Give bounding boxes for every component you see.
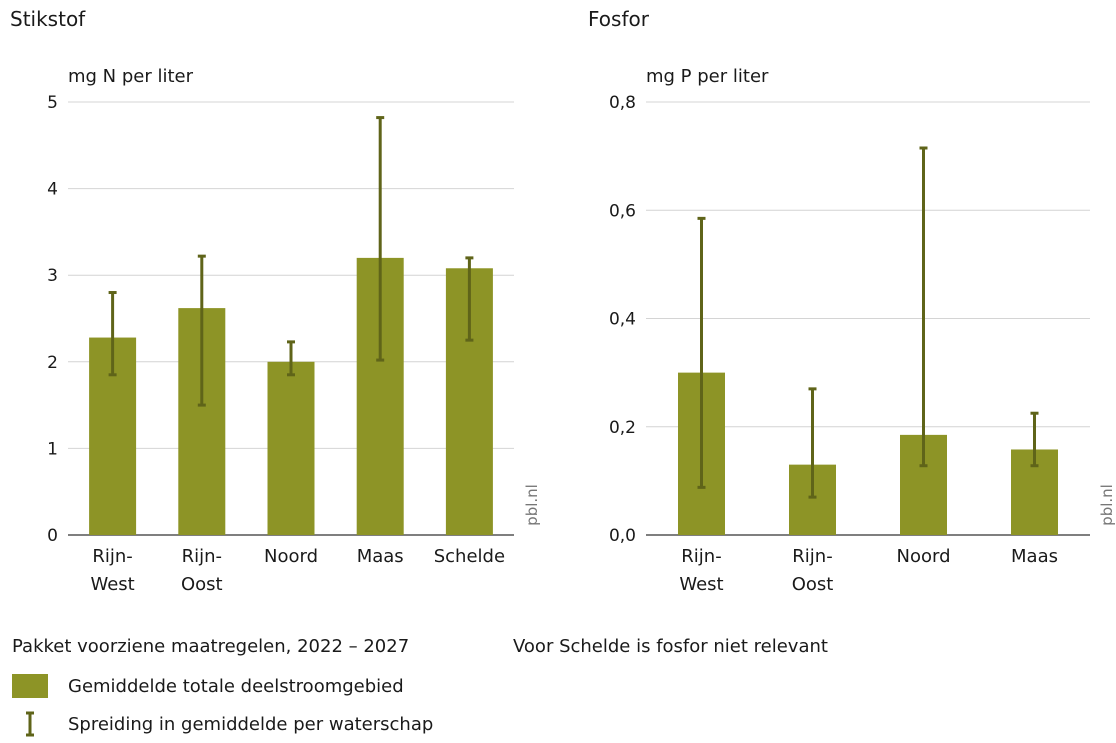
legend-item-errorbar-label: Spreiding in gemiddelde per waterschap [68, 713, 434, 735]
fosfor-x-tick-label: Oost [792, 574, 834, 595]
fosfor-y-tick-label: 0,6 [609, 201, 636, 221]
stikstof-y-tick-label: 2 [47, 353, 58, 373]
legend-item-bar: Gemiddelde totale deelstroomgebied [12, 674, 404, 698]
fosfor-x-tick-label: Rijn- [681, 546, 721, 567]
stikstof-y-tick-label: 3 [47, 266, 58, 286]
fosfor-y-tick-label: 0,0 [609, 526, 636, 546]
errorbar-swatch-icon [12, 710, 48, 738]
stikstof-y-tick-label: 5 [47, 93, 58, 113]
fosfor-x-tick-label: Rijn- [792, 546, 832, 567]
stikstof-x-tick-label: West [90, 574, 134, 595]
fosfor-y-tick-label: 0,2 [609, 418, 636, 438]
fosfor-watermark: pbl.nl [1098, 484, 1116, 526]
legend-heading: Pakket voorziene maatregelen, 2022 – 202… [12, 636, 410, 657]
stikstof-x-tick-label: Schelde [434, 546, 505, 567]
fosfor-x-tick-label: Maas [1011, 546, 1058, 567]
fosfor-y-tick-label: 0,4 [609, 310, 636, 330]
stikstof-x-tick-label: Rijn- [182, 546, 222, 567]
legend-item-bar-label: Gemiddelde totale deelstroomgebied [68, 675, 404, 697]
stikstof-y-tick-label: 4 [47, 180, 58, 200]
stikstof-y-tick-label: 0 [47, 526, 58, 546]
fosfor-x-tick-label: West [679, 574, 723, 595]
fosfor-y-tick-label: 0,8 [609, 93, 636, 113]
bar-swatch-icon [12, 674, 48, 698]
stikstof-y-axis-label: mg N per liter [68, 66, 194, 87]
stikstof-x-tick-label: Oost [181, 574, 223, 595]
stikstof-x-tick-label: Maas [357, 546, 404, 567]
stikstof-y-tick-label: 1 [47, 439, 58, 459]
fosfor-x-tick-label: Noord [897, 546, 951, 567]
stikstof-x-tick-label: Rijn- [92, 546, 132, 567]
fosfor-y-axis-label: mg P per liter [646, 66, 769, 87]
fosfor-title: Fosfor [588, 7, 650, 31]
stikstof-x-tick-label: Noord [264, 546, 318, 567]
stikstof-title: Stikstof [10, 7, 86, 31]
stikstof-watermark: pbl.nl [523, 484, 541, 526]
legend-item-errorbar: Spreiding in gemiddelde per waterschap [12, 710, 433, 738]
fosfor-note: Voor Schelde is fosfor niet relevant [513, 636, 828, 657]
stikstof-bar [267, 361, 315, 535]
